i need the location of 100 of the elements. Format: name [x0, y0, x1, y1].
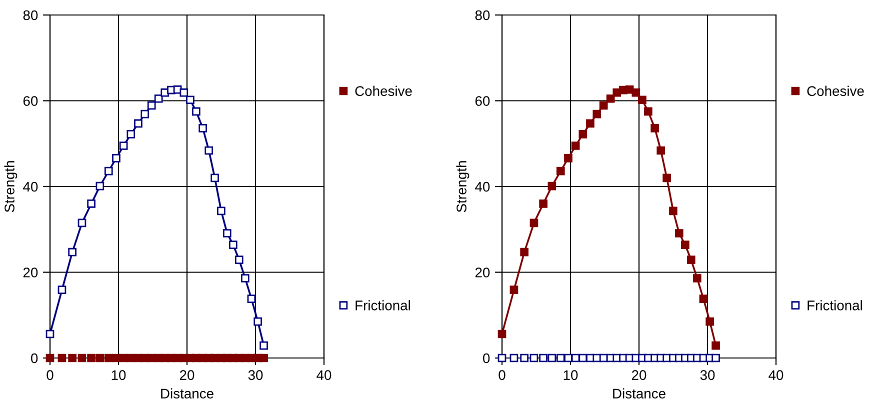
- x-axis-title: Distance: [613, 388, 666, 399]
- point: [254, 317, 262, 326]
- point: [126, 130, 136, 138]
- point: [712, 341, 720, 350]
- point: [498, 354, 506, 362]
- point: [192, 107, 200, 116]
- point: [247, 294, 256, 303]
- point: [578, 130, 588, 138]
- y-axis-title: Strength: [456, 161, 470, 212]
- point: [669, 206, 678, 216]
- point: [46, 354, 54, 362]
- point: [548, 354, 556, 362]
- point: [586, 119, 594, 128]
- point: [134, 119, 142, 128]
- point: [592, 110, 602, 118]
- y-tick-label: 80: [23, 10, 38, 20]
- legend-label: Frictional: [808, 300, 862, 310]
- point: [46, 330, 54, 338]
- point: [234, 256, 244, 264]
- point: [674, 229, 684, 238]
- x-tick-label: 40: [316, 370, 332, 380]
- point: [510, 354, 518, 362]
- point: [556, 166, 565, 176]
- point: [58, 354, 66, 362]
- legend-label: Frictional: [356, 300, 410, 310]
- y-tick-label: 20: [23, 268, 38, 278]
- point: [87, 199, 96, 208]
- y-tick-label: 0: [483, 353, 490, 364]
- point: [548, 182, 556, 190]
- point: [147, 101, 156, 110]
- x-tick-label: 0: [498, 370, 506, 380]
- x-tick-label: 40: [768, 370, 784, 380]
- x-tick-label: 0: [46, 370, 54, 380]
- point: [564, 154, 572, 162]
- x-tick-label: 10: [564, 370, 578, 380]
- point: [119, 142, 128, 150]
- point: [530, 354, 538, 362]
- point: [699, 294, 708, 303]
- point: [198, 124, 207, 132]
- point: [112, 154, 120, 162]
- x-tick-label: 30: [700, 370, 715, 380]
- point: [612, 88, 622, 97]
- point: [96, 354, 104, 362]
- point: [599, 101, 608, 110]
- y-tick-label: 0: [31, 353, 38, 364]
- point: [656, 146, 666, 155]
- point: [638, 96, 646, 104]
- point: [78, 354, 86, 362]
- y-axis-title: Strength: [4, 161, 18, 212]
- point: [68, 354, 76, 362]
- point: [229, 240, 238, 249]
- point: [510, 286, 518, 294]
- point: [204, 146, 214, 155]
- point: [571, 142, 580, 150]
- point: [539, 199, 548, 208]
- point: [160, 88, 170, 97]
- point: [632, 88, 640, 97]
- point: [498, 330, 506, 338]
- point: [644, 107, 652, 116]
- point: [78, 218, 86, 228]
- y-tick-label: 40: [23, 182, 38, 192]
- point: [520, 248, 528, 256]
- point: [530, 218, 538, 228]
- point: [681, 240, 690, 249]
- y-tick-label: 60: [475, 96, 490, 106]
- point: [154, 94, 163, 103]
- y-tick-label: 60: [23, 96, 38, 106]
- point: [68, 248, 76, 256]
- y-tick-label: 80: [475, 10, 490, 20]
- x-tick-label: 30: [248, 370, 263, 380]
- y-tick-label: 40: [475, 182, 490, 192]
- x-axis-title: Distance: [161, 388, 214, 399]
- point: [217, 206, 226, 216]
- point: [539, 354, 548, 362]
- point: [686, 256, 696, 264]
- point: [520, 354, 528, 362]
- y-tick-label: 20: [475, 268, 490, 278]
- point: [58, 286, 66, 294]
- legend-label: Cohesive: [807, 86, 864, 96]
- point: [662, 174, 671, 182]
- point: [650, 124, 659, 132]
- point: [87, 354, 96, 362]
- point: [692, 274, 702, 282]
- point: [210, 174, 219, 182]
- point: [104, 166, 113, 176]
- point: [222, 229, 232, 238]
- x-tick-label: 20: [632, 370, 646, 380]
- point: [606, 94, 615, 103]
- point: [260, 341, 268, 350]
- point: [96, 182, 104, 190]
- x-tick-label: 10: [112, 370, 126, 380]
- point: [712, 354, 720, 362]
- x-tick-label: 20: [180, 370, 194, 380]
- legend-label: Cohesive: [355, 86, 412, 96]
- point: [706, 317, 714, 326]
- point: [240, 274, 250, 282]
- point: [260, 354, 268, 362]
- point: [180, 88, 188, 97]
- point: [140, 110, 150, 118]
- point: [186, 96, 194, 104]
